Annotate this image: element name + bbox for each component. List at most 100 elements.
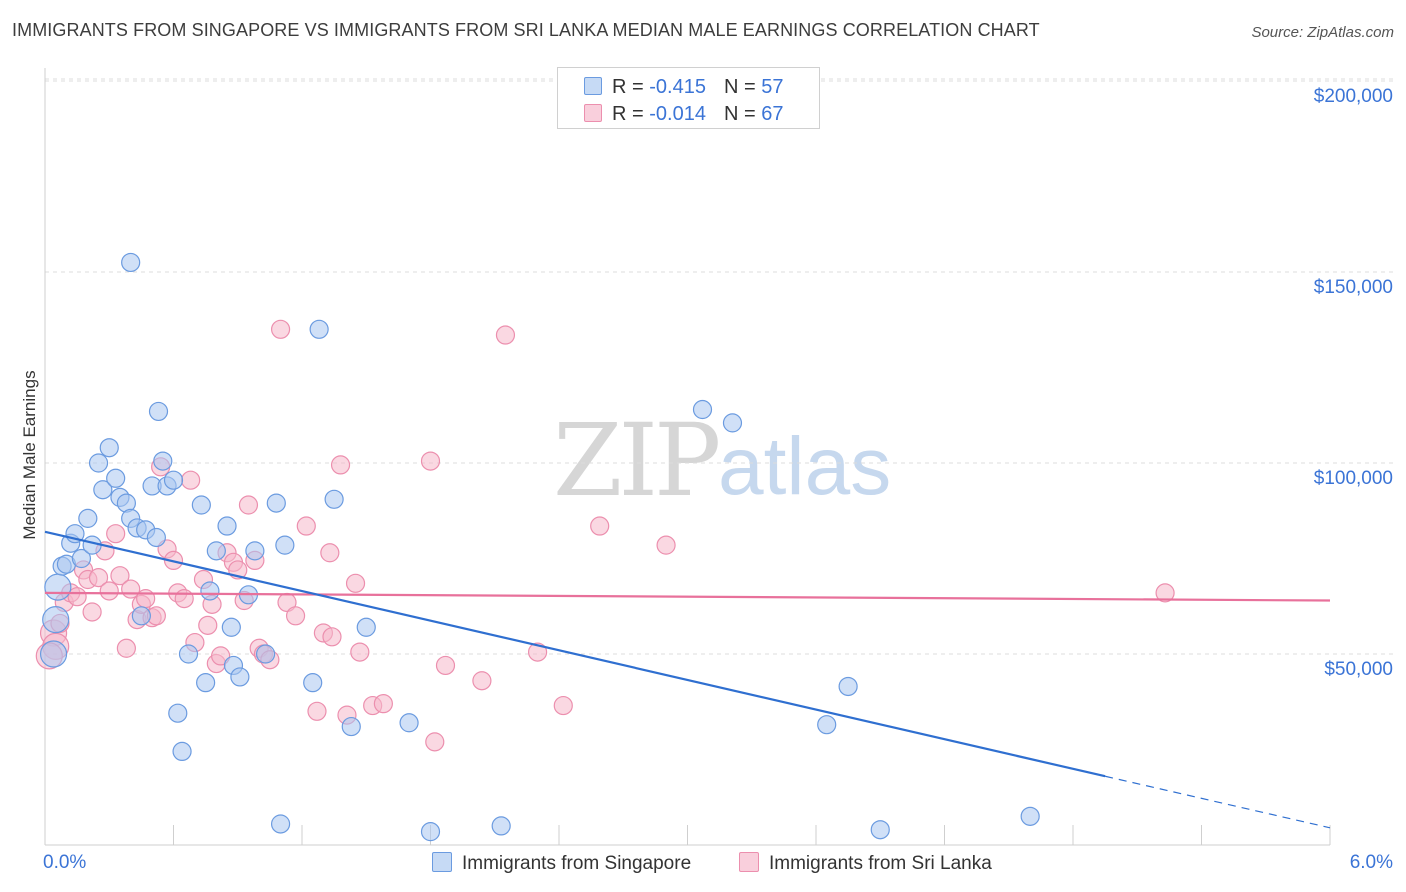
n-label: N = [723, 76, 762, 98]
srilanka-trend-line [44, 591, 1331, 602]
data-point [42, 606, 70, 634]
data-point [692, 399, 713, 420]
data-point [121, 252, 141, 273]
y-tick-label: $150,000 [1313, 277, 1393, 298]
singapore-trend-line [44, 530, 1106, 778]
legend-row-singapore: R = -0.415 N = 57 [584, 76, 783, 99]
r-label: R = [612, 76, 650, 98]
singapore-trend-extension [1104, 775, 1331, 829]
data-point [320, 543, 340, 563]
axes [44, 68, 1331, 846]
data-point [172, 741, 192, 762]
data-point [93, 480, 113, 500]
data-point [196, 673, 216, 693]
data-point [435, 655, 456, 676]
data-point [309, 319, 329, 339]
data-point [399, 713, 419, 733]
data-point [350, 642, 370, 662]
data-point [270, 319, 291, 339]
data-point [425, 732, 445, 752]
srilanka-r-value: -0.014 [649, 103, 706, 125]
data-point [472, 671, 492, 691]
data-point [131, 606, 151, 626]
data-point [341, 716, 361, 737]
data-point [178, 644, 199, 664]
watermark-atlas: atlas [718, 421, 892, 512]
data-point [322, 627, 342, 647]
data-point [245, 541, 265, 561]
data-point [307, 701, 327, 721]
data-point [345, 573, 366, 593]
singapore-points [39, 252, 1040, 842]
data-point [168, 703, 188, 723]
data-point [71, 548, 92, 569]
source-label: Source: ZipAtlas.com [1251, 24, 1394, 41]
trend-lines [44, 530, 1331, 829]
data-point [373, 694, 393, 714]
data-point [200, 581, 220, 601]
x-tick-label: 0.0% [43, 852, 87, 873]
y-tick-label: $50,000 [1324, 659, 1393, 680]
data-point [106, 524, 126, 544]
data-point [110, 566, 130, 586]
data-point [136, 589, 156, 609]
legend-box: R = -0.415 N = 57 R = -0.014 N = 67 [557, 67, 820, 129]
y-tick-label: $100,000 [1313, 468, 1393, 489]
data-point [270, 814, 291, 834]
data-point [44, 573, 72, 601]
data-point [238, 495, 259, 515]
srilanka-swatch [739, 852, 759, 872]
data-point [230, 667, 250, 687]
data-point [1020, 806, 1040, 826]
y-axis-label: Median Male Earnings [20, 370, 39, 540]
data-point [78, 508, 98, 528]
n-label: N = [723, 103, 762, 125]
data-point [88, 567, 109, 588]
data-point [163, 470, 184, 490]
r-label: R = [612, 103, 650, 125]
singapore-legend-label: Immigrants from Singapore [462, 853, 692, 874]
data-point [191, 495, 211, 515]
data-point [330, 455, 351, 475]
data-point [255, 644, 276, 664]
data-point [99, 581, 119, 601]
bottom-legend-srilanka: Immigrants from Sri Lanka [739, 852, 992, 875]
x-tick-label: 6.0% [1349, 852, 1393, 873]
data-point [174, 589, 194, 609]
data-point [553, 695, 573, 716]
data-point [296, 516, 316, 536]
data-point [722, 413, 743, 433]
singapore-n-value: 57 [761, 76, 784, 98]
data-point [217, 516, 237, 536]
srilanka-swatch [584, 104, 602, 122]
data-point [211, 646, 231, 666]
singapore-r-value: -0.415 [649, 76, 706, 98]
singapore-swatch [432, 852, 452, 872]
data-point [356, 617, 376, 637]
data-point [148, 401, 169, 422]
data-point [39, 640, 68, 668]
data-point [838, 676, 858, 697]
data-point [870, 820, 890, 840]
data-point [198, 615, 218, 635]
data-point [303, 673, 323, 693]
data-point [495, 325, 516, 345]
srilanka-n-value: 67 [761, 103, 784, 125]
chart-title: IMMIGRANTS FROM SINGAPORE VS IMMIGRANTS … [12, 20, 1040, 40]
data-point [99, 438, 119, 458]
data-point [590, 516, 610, 536]
data-point [324, 489, 344, 509]
srilanka-legend-label: Immigrants from Sri Lanka [769, 853, 992, 874]
data-point [88, 453, 109, 473]
watermark-zip: ZIP [553, 402, 721, 519]
data-point [181, 470, 201, 490]
data-point [266, 493, 286, 513]
data-point [146, 527, 166, 548]
data-point [527, 642, 548, 662]
data-point [206, 541, 226, 561]
data-point [420, 451, 441, 471]
grid-lines [45, 78, 1395, 655]
data-point [82, 602, 102, 622]
legend-row-srilanka: R = -0.014 N = 67 [584, 103, 783, 126]
